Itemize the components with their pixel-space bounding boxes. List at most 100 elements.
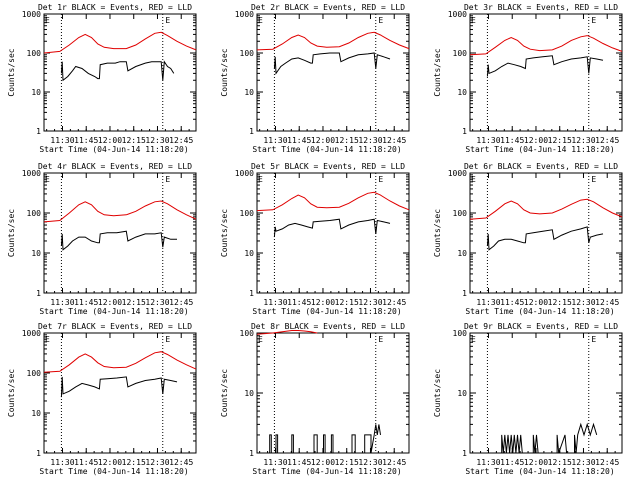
- x-tick-label: 12:15: [548, 298, 572, 307]
- x-tick-label: 11:45: [287, 298, 311, 307]
- y-tick-label: 1: [462, 449, 467, 458]
- panel-title: Det 5r BLACK = Events, RED = LLD: [251, 162, 405, 171]
- y-axis-label: Counts/sec: [7, 209, 16, 257]
- lld-series-line: [43, 351, 197, 373]
- panel-2: Det 2r BLACK = Events, RED = LLD 1 10 100 10…: [220, 3, 410, 154]
- panel-9: Det 9r BLACK = Events, RED = LLD 1 10 100 11…: [433, 322, 623, 476]
- y-tick-label: 100: [240, 209, 255, 218]
- x-tick-label: 12:30: [145, 458, 169, 467]
- x-tick-label: 12:30: [358, 298, 382, 307]
- x-tick-label: 11:45: [74, 136, 98, 145]
- panel-7: Det 7r BLACK = Events, RED = LLD 1 10 100 10…: [7, 322, 197, 476]
- event-marker-label: E: [378, 175, 383, 184]
- x-tick-label: 12:00: [98, 458, 122, 467]
- x-tick-label: 12:00: [524, 458, 548, 467]
- event-marker-label: E: [45, 335, 50, 344]
- y-tick-label: 1000: [448, 169, 467, 178]
- event-marker-label: E: [165, 175, 170, 184]
- x-tick-label: 11:45: [74, 298, 98, 307]
- y-tick-label: 10: [244, 389, 254, 398]
- plot-frame: [469, 13, 623, 132]
- y-tick-label: 10: [244, 88, 254, 97]
- events-series-line: [273, 52, 391, 75]
- y-tick-label: 1000: [22, 329, 41, 338]
- plot-frame: [469, 332, 623, 454]
- y-tick-label: 100: [240, 329, 255, 338]
- event-marker-label: E: [258, 175, 263, 184]
- panel-title: Det 7r BLACK = Events, RED = LLD: [38, 322, 192, 331]
- x-axis-label: Start Time (04-Jun-14 11:18:20): [252, 145, 401, 154]
- y-tick-label: 1: [36, 449, 41, 458]
- panel-1: Det 1r BLACK = Events, RED = LLD 1 10 100 10…: [7, 3, 197, 154]
- y-tick-label: 10: [244, 249, 254, 258]
- x-tick-label: 12:00: [524, 298, 548, 307]
- events-series-line: [273, 218, 391, 238]
- x-tick-label: 11:45: [500, 136, 524, 145]
- x-tick-label: 12:00: [98, 136, 122, 145]
- x-tick-label: 12:15: [335, 458, 359, 467]
- x-tick-label: 12:15: [122, 298, 146, 307]
- x-tick-label: 12:45: [382, 458, 406, 467]
- x-tick-label: 12:30: [571, 298, 595, 307]
- panel-3: Det 3r BLACK = Events, RED = LLD 1 10 100 10…: [433, 3, 623, 154]
- x-axis-label: Start Time (04-Jun-14 11:18:20): [465, 307, 614, 316]
- event-marker-label: E: [45, 16, 50, 25]
- x-tick-label: 11:45: [287, 458, 311, 467]
- y-tick-label: 1000: [22, 10, 41, 19]
- y-tick-label: 1: [36, 127, 41, 136]
- event-marker-label: E: [165, 16, 170, 25]
- y-axis-label: Counts/sec: [220, 48, 229, 96]
- x-tick-label: 12:30: [145, 136, 169, 145]
- y-axis-label: Counts/sec: [433, 209, 442, 257]
- x-tick-label: 12:15: [548, 458, 572, 467]
- x-tick-label: 12:30: [571, 458, 595, 467]
- panel-4: Det 4r BLACK = Events, RED = LLD 1 10 100 10…: [7, 162, 197, 316]
- y-axis-label: Counts/sec: [433, 369, 442, 417]
- panel-6: Det 6r BLACK = Events, RED = LLD 1 10 100 10…: [433, 162, 623, 316]
- plot-frame: [469, 172, 623, 294]
- x-axis-label: Start Time (04-Jun-14 11:18:20): [39, 145, 188, 154]
- y-tick-label: 10: [31, 88, 41, 97]
- event-marker-label: E: [258, 16, 263, 25]
- x-tick-label: 12:45: [595, 298, 619, 307]
- x-tick-label: 12:45: [382, 298, 406, 307]
- x-tick-label: 12:00: [311, 136, 335, 145]
- x-tick-label: 12:45: [169, 458, 193, 467]
- panel-5: Det 5r BLACK = Events, RED = LLD 1 10 100 10…: [220, 162, 410, 316]
- y-tick-label: 100: [240, 49, 255, 58]
- x-tick-label: 11:30: [476, 298, 500, 307]
- events-series-line: [60, 60, 175, 82]
- panel-title: Det 8r BLACK = Events, RED = LLD: [251, 322, 405, 331]
- x-tick-label: 12:45: [595, 136, 619, 145]
- lld-series-line: [43, 31, 197, 54]
- y-tick-label: 100: [453, 209, 468, 218]
- x-tick-label: 12:15: [122, 458, 146, 467]
- y-axis-label: Counts/sec: [7, 48, 16, 96]
- events-series-line: [60, 376, 178, 398]
- y-tick-label: 1: [249, 449, 254, 458]
- x-tick-label: 11:45: [500, 458, 524, 467]
- events-series-line: [486, 55, 604, 77]
- y-axis-label: Counts/sec: [220, 369, 229, 417]
- y-tick-label: 1000: [22, 169, 41, 178]
- x-tick-label: 11:30: [50, 136, 74, 145]
- panel-title: Det 4r BLACK = Events, RED = LLD: [38, 162, 192, 171]
- y-tick-label: 10: [457, 88, 467, 97]
- x-tick-label: 12:15: [335, 136, 359, 145]
- x-tick-label: 12:30: [358, 136, 382, 145]
- y-tick-label: 100: [27, 209, 42, 218]
- panel-title: Det 6r BLACK = Events, RED = LLD: [464, 162, 618, 171]
- x-axis-label: Start Time (04-Jun-14 11:18:20): [465, 467, 614, 476]
- x-tick-label: 12:45: [169, 136, 193, 145]
- x-tick-label: 12:30: [571, 136, 595, 145]
- y-tick-label: 1000: [448, 10, 467, 19]
- lld-series-line: [469, 35, 623, 56]
- x-axis-label: Start Time (04-Jun-14 11:18:20): [39, 307, 188, 316]
- y-axis-label: Counts/sec: [7, 369, 16, 417]
- panel-8: Det 8r BLACK = Events, RED = LLD 1 10 100 11…: [220, 322, 410, 476]
- y-tick-label: 10: [457, 389, 467, 398]
- x-tick-label: 11:45: [500, 298, 524, 307]
- y-tick-label: 100: [27, 369, 42, 378]
